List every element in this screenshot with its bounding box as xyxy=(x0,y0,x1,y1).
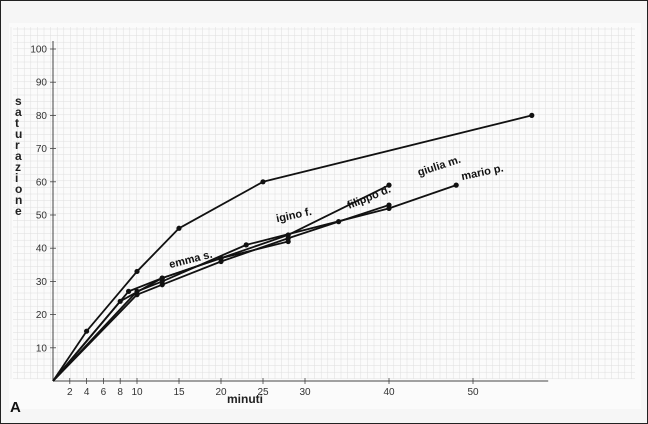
series-label: igino f. xyxy=(275,206,313,225)
y-tick-label: 70 xyxy=(36,144,48,155)
y-tick-label: 30 xyxy=(36,277,48,288)
data-point xyxy=(243,242,249,248)
graph-paper: 10 20 30 40 50 60 70 80 90 100 2 4 6 8 10 15 20 25 30 40 50 … xyxy=(9,23,641,409)
x-tick-label: 20 xyxy=(215,387,227,398)
data-point xyxy=(134,268,140,275)
series-label: giulia m. xyxy=(416,154,462,179)
data-point xyxy=(285,238,291,245)
y-tick-label: 50 xyxy=(36,211,48,222)
data-point xyxy=(260,179,266,185)
series-line-0 xyxy=(52,114,533,382)
x-axis-title: minuti xyxy=(227,392,263,406)
panel-label: A xyxy=(10,399,21,416)
x-tick-label: 40 xyxy=(383,387,395,398)
data-point xyxy=(386,205,392,211)
data-point xyxy=(453,182,459,188)
y-tick-label: 10 xyxy=(36,343,48,354)
data-point xyxy=(218,255,224,261)
y-tick-label: 20 xyxy=(36,310,48,321)
data-point xyxy=(159,275,165,281)
x-tick-label: 2 xyxy=(67,387,73,398)
x-tick-label: 15 xyxy=(173,387,185,398)
x-tick-label: 4 xyxy=(84,387,90,398)
grid xyxy=(10,27,635,380)
y-tick-label: 90 xyxy=(36,78,48,89)
data-point xyxy=(134,288,140,294)
y-tick-label: 80 xyxy=(36,111,48,122)
x-tick-label: 6 xyxy=(101,387,107,398)
x-tick-label: 8 xyxy=(117,387,123,398)
y-tick-label: 100 xyxy=(30,45,47,56)
x-tick-label: 50 xyxy=(467,387,479,398)
axes xyxy=(52,41,549,382)
data-point xyxy=(529,112,535,118)
y-tick-label: 40 xyxy=(36,244,48,255)
tick-labels: 10 20 30 40 50 60 70 80 90 100 2 4 6 8 10 15 20 25 30 40 50 xyxy=(30,45,479,399)
x-tick-label: 25 xyxy=(257,387,269,398)
data-point xyxy=(126,288,132,294)
data-point xyxy=(386,182,392,188)
series-group xyxy=(52,112,535,382)
y-tick-label: 60 xyxy=(36,177,48,188)
series-label: filippo d. xyxy=(346,184,393,212)
series-line-3 xyxy=(52,184,457,382)
x-tick-label: 30 xyxy=(299,387,311,398)
data-point xyxy=(176,225,182,231)
series-label: mario p. xyxy=(460,162,504,183)
data-point xyxy=(84,328,90,334)
x-tick-label: 10 xyxy=(131,387,143,398)
